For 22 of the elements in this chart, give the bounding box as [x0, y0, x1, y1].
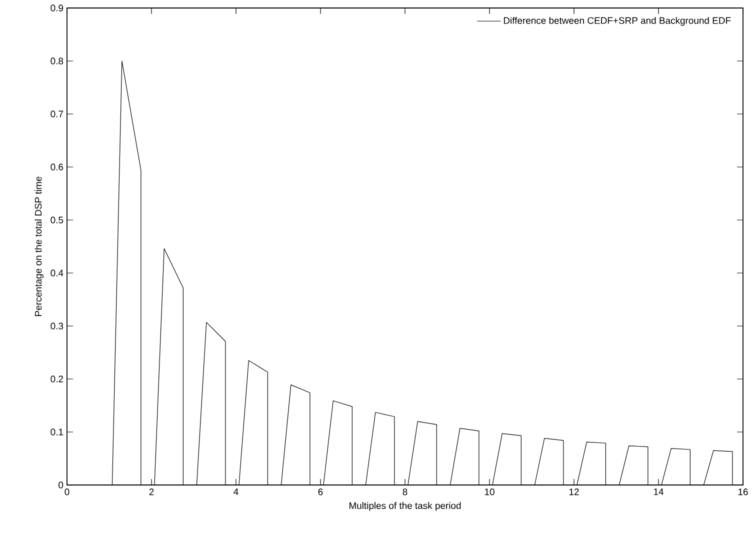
- y-tick-label: 0.6: [50, 164, 64, 170]
- y-tick-label: 0.7: [50, 110, 64, 118]
- x-tick-label: 8: [402, 488, 408, 496]
- x-tick-label: 4: [234, 488, 238, 496]
- x-tick-label: 0: [64, 488, 70, 496]
- y-tick-label: 0.5: [50, 216, 64, 224]
- y-tick-label: 0.1: [50, 428, 64, 436]
- x-tick-label: 2: [149, 488, 154, 496]
- y-tick-label: 0.2: [50, 376, 64, 382]
- x-tick-label: 12: [569, 488, 579, 496]
- legend-label: Difference between CEDF+SRP and Background EDF: [504, 16, 731, 26]
- x-tick-label: 16: [738, 488, 748, 496]
- x-axis-title: Multiples of the task period: [349, 502, 461, 511]
- x-tick-label: 14: [654, 488, 664, 496]
- x-tick-label: 6: [318, 488, 323, 496]
- y-tick-label: 0: [58, 482, 64, 488]
- x-tick-label: 10: [484, 488, 494, 496]
- y-tick-label: 0.3: [50, 322, 64, 330]
- y-tick-label: 0.4: [50, 270, 64, 276]
- y-axis-title: Percentage on the total DSP time: [34, 176, 44, 316]
- y-tick-label: 0.8: [50, 58, 64, 64]
- y-tick-label: 0.9: [50, 4, 64, 12]
